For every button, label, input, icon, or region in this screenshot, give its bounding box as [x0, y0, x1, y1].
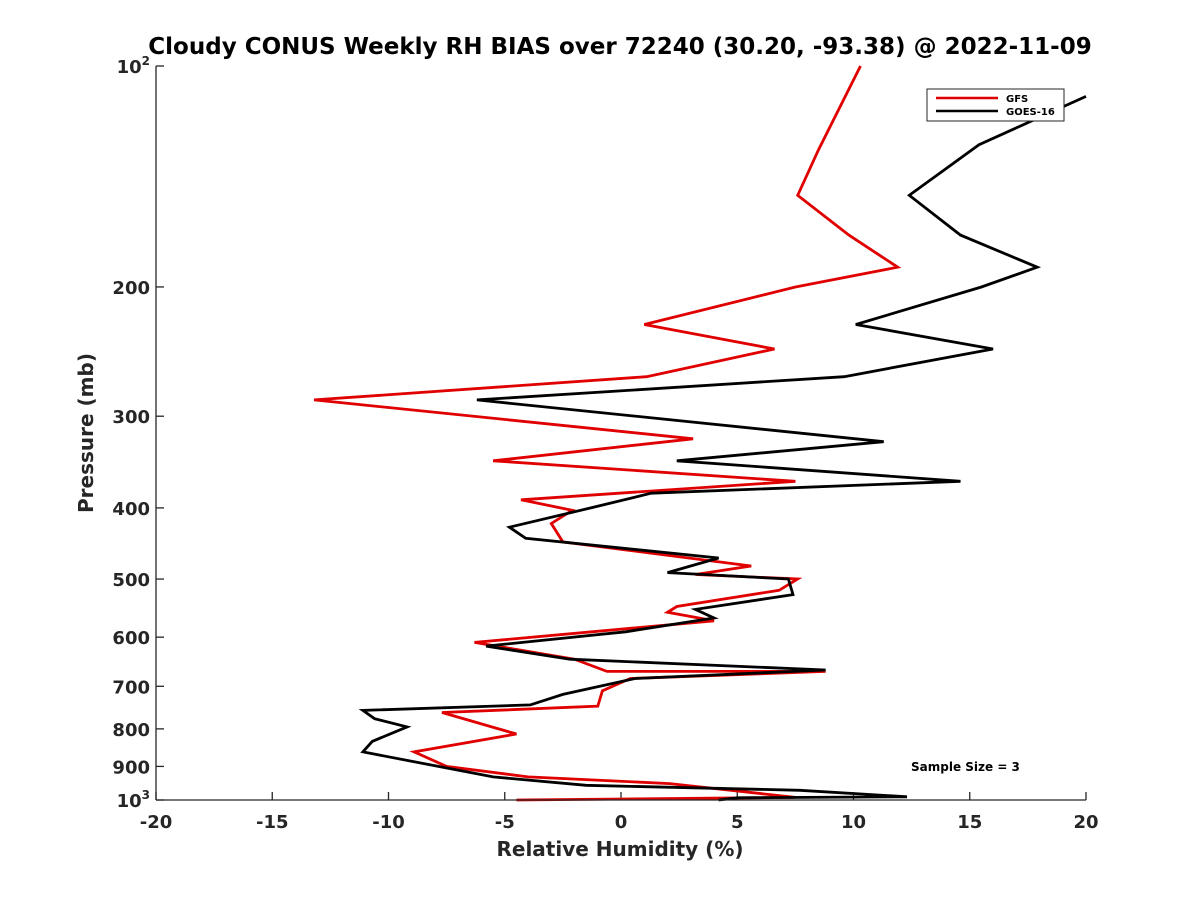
x-tick-label: 5: [731, 812, 744, 833]
x-axis-label: Relative Humidity (%): [496, 837, 743, 861]
y-tick-label: 300: [112, 407, 150, 428]
y-tick-labels: 200 300 400 500 600 700 800 900 102 103: [112, 54, 150, 812]
legend-label-goes16: GOES-16: [1006, 107, 1055, 118]
x-tick-label: -20: [140, 812, 173, 833]
x-tick-labels: -20 -15 -10 -5 0 5 10 15 20: [140, 812, 1099, 833]
legend-box: [926, 88, 1065, 122]
y-axis-label: Pressure (mb): [74, 353, 98, 513]
legend: GFS GOES-16: [926, 88, 1065, 122]
x-tick-label: 15: [957, 812, 982, 833]
x-tick-label: -15: [256, 812, 289, 833]
y-tick-label: 400: [112, 499, 150, 520]
y-tick-label: 102: [117, 54, 150, 78]
series-line-goes16: [358, 95, 1087, 802]
series-line-gfs: [313, 65, 902, 802]
series-lines: [313, 65, 1087, 802]
axis-ticks: [155, 65, 1087, 801]
y-tick-label: 200: [112, 278, 150, 299]
x-tick-label: -10: [372, 812, 405, 833]
x-tick-label: 10: [841, 812, 866, 833]
y-tick-label: 800: [112, 720, 150, 741]
y-tick-label: 900: [112, 757, 150, 778]
legend-label-gfs: GFS: [1006, 94, 1028, 105]
chart-title: Cloudy CONUS Weekly RH BIAS over 72240 (…: [148, 34, 1091, 60]
sample-size-annotation: Sample Size = 3: [911, 760, 1020, 774]
y-tick-label: 103: [117, 788, 150, 812]
x-tick-label: 0: [615, 812, 628, 833]
x-tick-label: -5: [495, 812, 515, 833]
y-tick-label: 600: [112, 628, 150, 649]
y-tick-label: 500: [112, 570, 150, 591]
x-tick-label: 20: [1073, 812, 1098, 833]
y-tick-label: 700: [112, 677, 150, 698]
plot-area: [155, 65, 1087, 802]
